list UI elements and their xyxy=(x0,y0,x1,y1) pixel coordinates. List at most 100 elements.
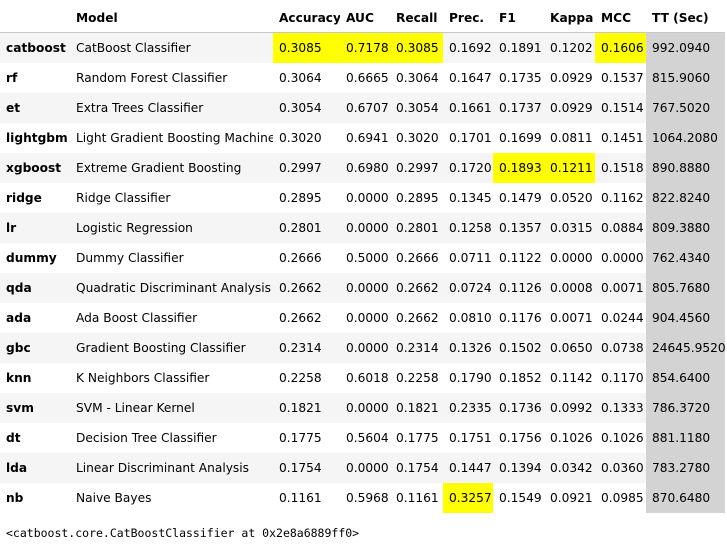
table-row: ridge Ridge Classifier 0.2895 0.0000 0.2895 0… xyxy=(0,183,725,213)
prec-cell: 0.0711 xyxy=(449,251,492,265)
cell-output-text: <catboost.core.CatBoostClassifier at 0x2… xyxy=(6,526,360,540)
kappa-cell: 0.0342 xyxy=(550,461,593,475)
prec-cell: 0.1751 xyxy=(449,431,492,445)
kappa-cell: 0.0921 xyxy=(550,491,593,505)
prec-cell: 0.1790 xyxy=(449,371,492,385)
prec-cell: 0.1647 xyxy=(449,71,492,85)
kappa-cell: 0.1142 xyxy=(550,371,593,385)
row-index: ada xyxy=(6,311,32,325)
mcc-header: MCC xyxy=(595,4,646,33)
mcc-cell: 0.0884 xyxy=(601,221,644,235)
mcc-cell: 0.0000 xyxy=(601,251,644,265)
kappa-header: Kappa xyxy=(544,4,595,33)
accuracy-cell: 0.2895 xyxy=(279,191,322,205)
model-name-cell: Random Forest Classifier xyxy=(76,71,228,85)
prec-cell: 0.1345 xyxy=(449,191,492,205)
prec-cell: 0.1258 xyxy=(449,221,492,235)
tt-sec-cell: 24645.9520 xyxy=(646,333,725,363)
model-name-cell: Ada Boost Classifier xyxy=(76,311,198,325)
model-name-cell: Logistic Regression xyxy=(76,221,193,235)
mcc-cell: 0.1537 xyxy=(601,71,644,85)
model-name-cell: Naive Bayes xyxy=(76,491,152,505)
tt-sec-cell: 815.9060 xyxy=(646,63,725,93)
table-row: lr Logistic Regression 0.2801 0.0000 0.2801 0… xyxy=(0,213,725,243)
recall-cell: 0.3020 xyxy=(396,131,439,145)
auc-cell: 0.6707 xyxy=(346,101,389,115)
accuracy-cell: 0.1775 xyxy=(279,431,322,445)
recall-cell: 0.2662 xyxy=(396,311,439,325)
mcc-cell: 0.1170 xyxy=(601,371,644,385)
table-row: dt Decision Tree Classifier 0.1775 0.5604 0.… xyxy=(0,423,725,453)
accuracy-cell: 0.1161 xyxy=(279,491,322,505)
kappa-cell: 0.0929 xyxy=(550,101,593,115)
row-index: lightgbm xyxy=(6,131,68,145)
accuracy-cell: 0.3054 xyxy=(279,101,322,115)
recall-cell: 0.3085 xyxy=(390,32,443,63)
prec-cell: 0.2335 xyxy=(449,401,492,415)
f1-cell: 0.1176 xyxy=(499,311,542,325)
mcc-cell: 0.1026 xyxy=(601,431,644,445)
mcc-cell: 0.1333 xyxy=(601,401,644,415)
tt-sec-cell: 805.7680 xyxy=(646,273,725,303)
f1-cell: 0.1736 xyxy=(499,401,542,415)
f1-cell: 0.1891 xyxy=(499,41,542,55)
row-index: lda xyxy=(6,461,28,475)
mcc-cell: 0.1518 xyxy=(601,161,644,175)
row-index: xgboost xyxy=(6,161,62,175)
tt-sec-cell: 822.8240 xyxy=(646,183,725,213)
recall-cell: 0.2895 xyxy=(396,191,439,205)
tt-sec-cell: 992.0940 xyxy=(646,32,725,63)
row-index: catboost xyxy=(6,41,66,55)
auc-cell: 0.0000 xyxy=(346,461,389,475)
mcc-cell: 0.1162 xyxy=(601,191,644,205)
row-index: nb xyxy=(6,491,24,505)
f1-cell: 0.1357 xyxy=(499,221,542,235)
f1-cell: 0.1479 xyxy=(499,191,542,205)
auc-cell: 0.0000 xyxy=(346,341,389,355)
table-row: rf Random Forest Classifier 0.3064 0.6665 0.… xyxy=(0,63,725,93)
model-name-cell: Decision Tree Classifier xyxy=(76,431,217,445)
auc-cell: 0.0000 xyxy=(346,221,389,235)
tt-sec-cell: 881.1180 xyxy=(646,423,725,453)
table-body: catboost CatBoost Classifier 0.3085 0.7178 0… xyxy=(0,32,725,513)
table-row: et Extra Trees Classifier 0.3054 0.6707 0.30… xyxy=(0,93,725,123)
f1-cell: 0.1699 xyxy=(499,131,542,145)
model-name-cell: K Neighbors Classifier xyxy=(76,371,210,385)
kappa-cell: 0.0929 xyxy=(550,71,593,85)
prec-header: Prec. xyxy=(443,4,493,33)
f1-cell: 0.1394 xyxy=(499,461,542,475)
accuracy-cell: 0.2801 xyxy=(279,221,322,235)
tt-sec-cell: 904.4560 xyxy=(646,303,725,333)
accuracy-cell: 0.2662 xyxy=(279,281,322,295)
model-name-cell: Ridge Classifier xyxy=(76,191,171,205)
tt-sec-cell: 767.5020 xyxy=(646,93,725,123)
f1-cell: 0.1126 xyxy=(499,281,542,295)
accuracy-cell: 0.1754 xyxy=(279,461,322,475)
index-header xyxy=(0,4,70,33)
row-index: gbc xyxy=(6,341,31,355)
auc-cell: 0.6665 xyxy=(346,71,389,85)
mcc-cell: 0.0071 xyxy=(601,281,644,295)
recall-cell: 0.2314 xyxy=(396,341,439,355)
row-index: lr xyxy=(6,221,17,235)
recall-cell: 0.1775 xyxy=(396,431,439,445)
auc-cell: 0.5968 xyxy=(346,491,389,505)
model-name-cell: Extra Trees Classifier xyxy=(76,101,204,115)
table-row: dummy Dummy Classifier 0.2666 0.5000 0.2666 0… xyxy=(0,243,725,273)
prec-cell: 0.1447 xyxy=(449,461,492,475)
kappa-cell: 0.0315 xyxy=(550,221,593,235)
f1-cell: 0.1122 xyxy=(499,251,542,265)
accuracy-cell: 0.2258 xyxy=(279,371,322,385)
kappa-cell: 0.0071 xyxy=(550,311,593,325)
kappa-cell: 0.0008 xyxy=(550,281,593,295)
kappa-cell: 0.0650 xyxy=(550,341,593,355)
kappa-cell: 0.0000 xyxy=(550,251,593,265)
prec-cell: 0.1692 xyxy=(449,41,492,55)
f1-cell: 0.1502 xyxy=(499,341,542,355)
mcc-cell: 0.0985 xyxy=(601,491,644,505)
auc-cell: 0.5000 xyxy=(346,251,389,265)
tt-sec-cell: 890.8880 xyxy=(646,153,725,183)
table-row: nb Naive Bayes 0.1161 0.5968 0.1161 0.3257 0.1… xyxy=(0,483,725,513)
row-index: dummy xyxy=(6,251,57,265)
prec-cell: 0.1720 xyxy=(449,161,492,175)
